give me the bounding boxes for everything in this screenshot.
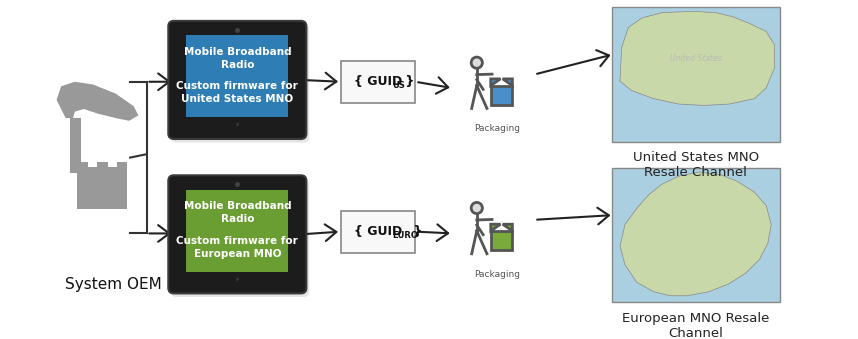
FancyBboxPatch shape xyxy=(168,175,306,293)
Text: United States: United States xyxy=(669,54,722,63)
Polygon shape xyxy=(491,79,500,85)
Text: European MNO Resale
Channel: European MNO Resale Channel xyxy=(622,312,770,339)
FancyBboxPatch shape xyxy=(171,24,309,143)
Text: Packaging: Packaging xyxy=(474,124,520,134)
Text: EURO: EURO xyxy=(393,231,419,240)
Circle shape xyxy=(471,57,482,68)
Text: { GUID: { GUID xyxy=(354,75,402,88)
Text: Custom firmware for: Custom firmware for xyxy=(177,236,299,245)
Text: Packaging: Packaging xyxy=(474,270,520,279)
Polygon shape xyxy=(77,162,128,173)
Polygon shape xyxy=(491,224,500,231)
FancyBboxPatch shape xyxy=(77,173,128,209)
FancyBboxPatch shape xyxy=(341,211,415,253)
FancyBboxPatch shape xyxy=(186,190,288,272)
Polygon shape xyxy=(491,85,512,105)
Polygon shape xyxy=(503,224,512,231)
Text: ⚡: ⚡ xyxy=(235,122,239,128)
Text: }: } xyxy=(401,75,414,88)
Bar xyxy=(612,168,780,302)
Text: Custom firmware for: Custom firmware for xyxy=(177,81,299,91)
Text: United States MNO: United States MNO xyxy=(181,94,293,104)
Polygon shape xyxy=(620,172,771,296)
Text: US: US xyxy=(393,81,406,90)
Text: ⚡: ⚡ xyxy=(235,277,239,283)
Text: United States MNO
Resale Channel: United States MNO Resale Channel xyxy=(632,151,758,179)
FancyBboxPatch shape xyxy=(70,118,82,173)
Polygon shape xyxy=(503,79,512,85)
Text: Radio: Radio xyxy=(221,214,254,224)
FancyBboxPatch shape xyxy=(341,61,415,103)
Polygon shape xyxy=(620,11,775,105)
Text: Mobile Broadband: Mobile Broadband xyxy=(184,201,291,211)
FancyBboxPatch shape xyxy=(171,179,309,297)
Text: Radio: Radio xyxy=(221,60,254,70)
FancyBboxPatch shape xyxy=(186,35,288,117)
Text: }: } xyxy=(409,225,422,238)
Text: Mobile Broadband: Mobile Broadband xyxy=(184,47,291,57)
Bar xyxy=(612,7,780,142)
Polygon shape xyxy=(491,231,512,250)
Text: European MNO: European MNO xyxy=(194,248,281,259)
Circle shape xyxy=(471,202,482,214)
FancyBboxPatch shape xyxy=(168,21,306,139)
Text: { GUID: { GUID xyxy=(354,225,402,238)
Polygon shape xyxy=(57,82,138,121)
Text: System OEM: System OEM xyxy=(65,278,162,293)
